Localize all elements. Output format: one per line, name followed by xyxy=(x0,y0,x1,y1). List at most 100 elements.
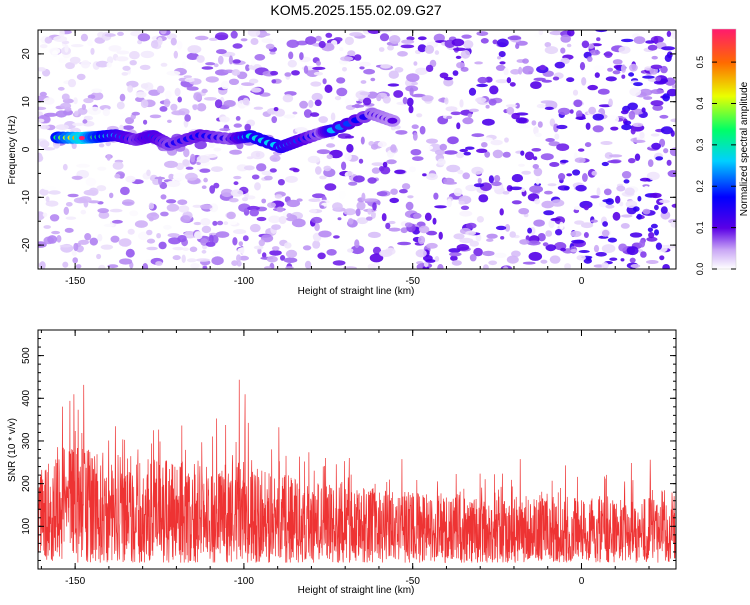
heatmap-cell xyxy=(315,166,322,175)
heatmap-cell xyxy=(158,241,167,250)
heatmap-cell xyxy=(182,247,189,251)
heatmap-cell xyxy=(156,85,165,94)
heatmap-cell xyxy=(595,30,608,33)
heatmap-cell xyxy=(318,40,326,49)
heatmap-cell xyxy=(401,183,411,190)
heatmap-cell xyxy=(550,217,561,222)
heatmap-cell xyxy=(196,155,210,164)
heatmap-cell xyxy=(250,38,259,45)
heatmap-cell xyxy=(311,216,323,224)
heatmap-cell xyxy=(421,95,434,102)
heatmap-cell xyxy=(462,172,471,180)
heatmap-cell xyxy=(38,118,45,123)
heatmap-cell xyxy=(344,152,352,161)
heatmap-cell xyxy=(459,148,469,153)
heatmap-cell xyxy=(520,150,525,156)
heatmap-cell xyxy=(587,43,595,49)
heatmap-cell xyxy=(538,30,544,36)
heatmap-cell xyxy=(122,65,131,71)
heatmap-cell xyxy=(620,258,625,262)
heatmap-cell xyxy=(643,185,650,193)
heatmap-cell xyxy=(581,222,594,229)
heatmap-cell xyxy=(245,64,250,72)
heatmap-cell xyxy=(495,64,506,71)
heatmap-cell xyxy=(96,185,107,192)
heatmap-cell xyxy=(621,74,626,79)
heatmap-cell xyxy=(180,215,191,223)
heatmap-cell xyxy=(135,91,147,98)
heatmap-cell xyxy=(596,187,601,196)
heatmap-cell xyxy=(249,209,259,217)
heatmap-cell xyxy=(120,186,130,196)
heatmap-cell xyxy=(532,164,539,169)
heatmap-cell xyxy=(556,181,566,187)
heatmap-cell xyxy=(176,40,183,50)
heatmap-cell xyxy=(389,197,400,204)
heatmap-cell xyxy=(107,264,119,269)
heatmap-cell xyxy=(647,227,654,233)
heatmap-cell xyxy=(408,105,414,114)
heatmap-cell xyxy=(371,167,381,174)
heatmap-cell xyxy=(39,91,47,97)
heatmap-cell xyxy=(278,216,287,224)
heatmap-cell xyxy=(116,50,130,55)
heatmap-cell xyxy=(159,106,168,112)
heatmap-cell xyxy=(236,164,249,172)
heatmap-cell xyxy=(125,175,136,183)
heatmap-cell xyxy=(170,103,178,111)
heatmap-cell xyxy=(571,239,585,244)
heatmap-cell xyxy=(192,204,203,208)
heatmap-cell xyxy=(193,221,202,226)
heatmap-cell xyxy=(610,126,619,131)
heatmap-cell xyxy=(233,175,242,180)
x-tick-label: -100 xyxy=(234,276,254,287)
heatmap-cell xyxy=(400,227,408,234)
heatmap-cell xyxy=(149,114,162,119)
colorbar-tick-label: 0.4 xyxy=(695,97,705,110)
heatmap-cell xyxy=(659,255,665,261)
heatmap-cell xyxy=(97,233,103,242)
heatmap-cell xyxy=(209,185,216,194)
heatmap-cell xyxy=(215,231,230,238)
heatmap-cell xyxy=(303,109,312,118)
heatmap-cell xyxy=(286,199,301,208)
heatmap-cell xyxy=(593,244,600,253)
heatmap-cell xyxy=(380,64,391,69)
heatmap-cell xyxy=(448,248,461,253)
heatmap-cell xyxy=(646,236,658,242)
heatmap-cell xyxy=(621,38,634,43)
heatmap-cell xyxy=(504,224,511,232)
heatmap-cell xyxy=(108,45,122,52)
heatmap-cell xyxy=(98,211,110,219)
heatmap-cell xyxy=(119,258,133,265)
heatmap-cell xyxy=(471,166,484,175)
heatmap-cell xyxy=(318,230,332,238)
heatmap-cell xyxy=(332,202,343,211)
heatmap-cell xyxy=(370,143,379,150)
heatmap-cell xyxy=(601,262,609,269)
heatmap-cell xyxy=(116,101,125,110)
heatmap-cell xyxy=(271,79,277,84)
colorbar-tick-label: 0.2 xyxy=(695,180,705,193)
heatmap-cell xyxy=(416,113,423,118)
heatmap-cell xyxy=(307,155,321,164)
heatmap-cell xyxy=(72,122,85,127)
heatmap-cell xyxy=(294,127,308,134)
heatmap-cell xyxy=(377,141,387,148)
heatmap-cell xyxy=(269,250,282,256)
heatmap-cell xyxy=(110,235,120,243)
heatmap-cell xyxy=(645,40,655,44)
heatmap-cell xyxy=(232,59,241,64)
heatmap-cell xyxy=(194,231,203,240)
heatmap-cell xyxy=(476,31,489,36)
heatmap-cell xyxy=(409,87,414,96)
heatmap-cell xyxy=(201,249,207,254)
heatmap-cell xyxy=(76,163,90,168)
heatmap-cell xyxy=(304,260,312,269)
heatmap-cell xyxy=(347,218,354,225)
heatmap-cell xyxy=(62,261,69,268)
heatmap-cell xyxy=(667,170,676,178)
heatmap-cell xyxy=(140,83,149,89)
heatmap-cell xyxy=(443,76,454,81)
